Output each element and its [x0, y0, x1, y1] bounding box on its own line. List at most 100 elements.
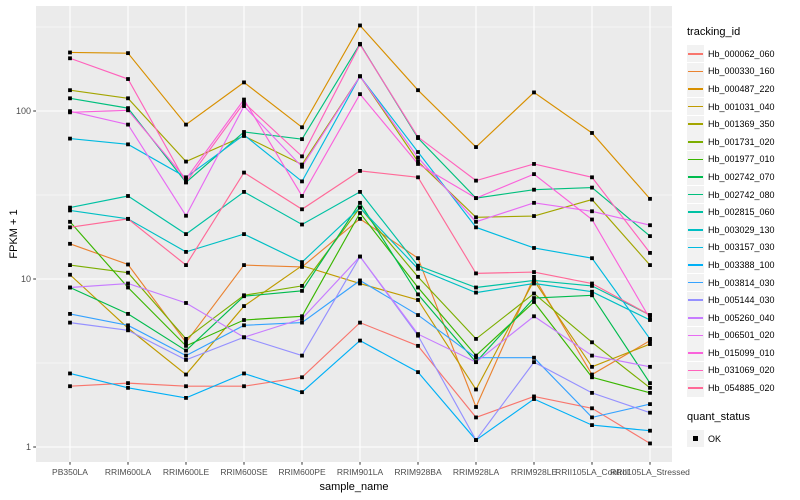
legend-line-sample [688, 299, 703, 301]
data-point [68, 320, 72, 325]
data-point [532, 394, 536, 399]
data-point [126, 385, 130, 390]
legend-line-sample [688, 316, 703, 319]
data-point [68, 384, 72, 389]
data-point [532, 355, 536, 360]
data-point [126, 270, 130, 275]
data-point [184, 249, 188, 254]
data-point [68, 110, 72, 115]
data-point [242, 133, 246, 137]
data-point [416, 343, 420, 348]
data-point [126, 122, 130, 127]
data-point [474, 353, 478, 358]
data-point [474, 355, 478, 360]
data-point [68, 88, 72, 93]
legend-item-Hb_005144_030: Hb_005144_030 [687, 291, 800, 309]
data-point [648, 336, 652, 341]
data-point [242, 294, 246, 299]
x-axis-title: sample_name [319, 481, 389, 493]
data-point [300, 207, 304, 212]
data-point [242, 170, 246, 175]
data-point [648, 196, 652, 201]
data-point [648, 402, 652, 407]
y-tick-label: 1 [26, 442, 31, 452]
legend-line-sample [688, 387, 703, 389]
data-point [300, 162, 304, 167]
legend-key-swatch [687, 274, 704, 292]
legend-line-sample [688, 228, 703, 231]
data-point [126, 328, 130, 333]
data-point [474, 387, 478, 392]
legend-item-Hb_015099_010: Hb_015099_010 [687, 344, 800, 362]
legend-line-sample [688, 352, 703, 354]
data-point [242, 104, 246, 108]
data-point [532, 274, 536, 279]
legend-key-swatch [687, 168, 704, 186]
y-tick-label: 100 [16, 106, 31, 116]
legend-item-Hb_000487_220: Hb_000487_220 [687, 80, 800, 98]
legend-item-Hb_002742_080: Hb_002742_080 [687, 186, 800, 204]
data-point [648, 313, 652, 317]
data-point [68, 371, 72, 376]
legend-item-label: Hb_001031_040 [708, 101, 775, 112]
data-point [532, 246, 536, 250]
data-point [358, 92, 362, 97]
data-point [300, 263, 304, 268]
x-tick-label: RRIM928BA [394, 467, 442, 477]
data-point [648, 316, 652, 321]
data-point [242, 189, 246, 194]
legend-item-Hb_003814_030: Hb_003814_030 [687, 274, 800, 292]
data-point [416, 292, 420, 297]
data-point [358, 216, 362, 221]
data-point [358, 168, 362, 173]
shape-legend-title: quant_status [687, 410, 750, 423]
legend-item-label: Hb_000062_060 [708, 48, 775, 59]
data-point [126, 96, 130, 101]
data-point [68, 285, 72, 290]
data-point [590, 209, 594, 214]
y-tick-label: 10 [21, 274, 31, 284]
data-point [590, 415, 594, 420]
data-point [358, 189, 362, 194]
data-point [590, 283, 594, 288]
legend-item-Hb_001031_040: Hb_001031_040 [687, 98, 800, 116]
data-point [126, 311, 130, 316]
legend-item-Hb_031069_020: Hb_031069_020 [687, 361, 800, 380]
data-point [300, 314, 304, 319]
legend-line-sample [688, 334, 703, 337]
data-point [126, 262, 130, 267]
data-point [300, 316, 304, 321]
legend-line-sample [688, 141, 703, 143]
data-point [300, 179, 304, 184]
data-point [532, 187, 536, 192]
legend-key-swatch [687, 256, 704, 274]
data-point [126, 51, 130, 56]
data-point [242, 304, 246, 308]
legend-key-swatch [687, 186, 704, 204]
data-point [474, 415, 478, 420]
data-point [300, 164, 304, 169]
legend-line-sample [688, 123, 703, 126]
data-point [590, 293, 594, 298]
data-point [300, 194, 304, 198]
data-point [68, 241, 72, 246]
data-point [590, 131, 594, 135]
legend-line-sample [688, 281, 703, 284]
data-point [126, 194, 130, 198]
legend-key-swatch [687, 62, 704, 80]
legend-item-label: Hb_000487_220 [708, 83, 775, 94]
data-point [416, 298, 420, 302]
data-point [590, 340, 594, 345]
data-point [358, 281, 362, 286]
data-point [474, 438, 478, 442]
data-point [126, 106, 130, 111]
data-point [184, 372, 188, 377]
x-tick-label: RRIM600PE [278, 467, 326, 477]
legend-item-label: Hb_003814_030 [708, 277, 775, 288]
legend-line-sample [688, 70, 703, 73]
legend-item-Hb_054885_020: Hb_054885_020 [687, 379, 800, 397]
data-point [532, 172, 536, 177]
data-point [68, 263, 72, 267]
data-point [68, 272, 72, 277]
